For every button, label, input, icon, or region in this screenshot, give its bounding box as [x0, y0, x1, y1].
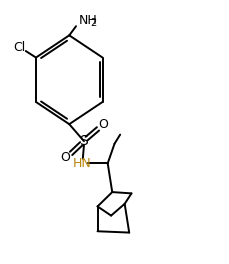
- Text: O: O: [98, 118, 108, 131]
- Text: S: S: [80, 134, 88, 148]
- Text: NH: NH: [78, 15, 97, 27]
- Text: O: O: [60, 151, 70, 164]
- Text: HN: HN: [72, 157, 91, 170]
- Text: 2: 2: [90, 18, 97, 28]
- Text: Cl: Cl: [13, 41, 25, 54]
